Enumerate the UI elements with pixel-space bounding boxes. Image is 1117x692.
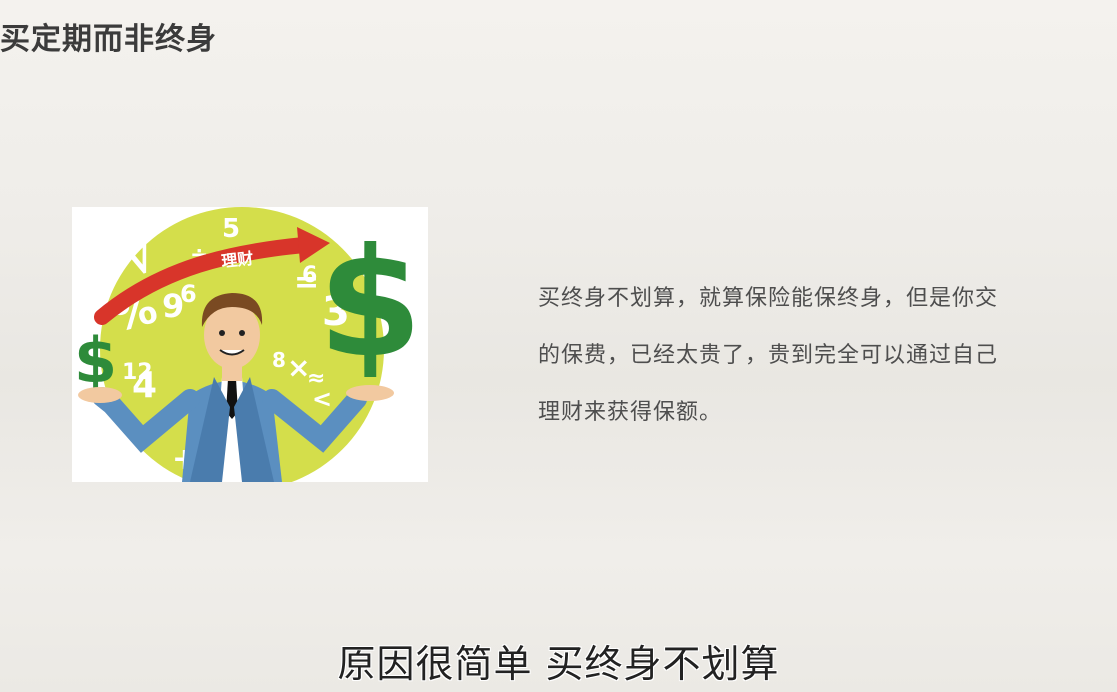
small-dollar-icon: $	[74, 324, 117, 397]
body-line-3: 理财来获得保额。	[538, 400, 723, 425]
symbol-6: 6	[180, 280, 197, 308]
right-eye	[239, 330, 245, 336]
body-line-2: 的保费，已经太贵了，贵到完全可以通过自己	[538, 343, 999, 368]
right-hand	[346, 385, 394, 401]
symbol-5: 5	[222, 214, 240, 244]
arrow-head	[297, 227, 330, 263]
man-face	[204, 301, 260, 369]
left-eye	[219, 330, 225, 336]
right-arm	[262, 389, 367, 453]
big-dollar-icon: $	[318, 217, 422, 391]
body-line-1: 买终身不划算，就算保险能保终身，但是你交	[538, 286, 999, 311]
symbol-equals: =	[294, 265, 319, 300]
symbol-3: 3	[322, 289, 350, 335]
symbol-4: 4	[132, 365, 157, 406]
growth-arrow	[94, 237, 312, 325]
suit-lapel-left	[190, 377, 230, 482]
symbol-12: 12	[122, 360, 153, 385]
man-hair	[201, 293, 263, 327]
symbol-6b: 6	[302, 263, 317, 288]
symbol-8: 8	[272, 348, 286, 372]
body-paragraph: 买终身不划算，就算保险能保终身，但是你交 的保费，已经太贵了，贵到完全可以通过自…	[538, 270, 1098, 441]
slide-title: 买定期而非终身	[0, 22, 217, 57]
suit-lapel-right	[234, 377, 274, 482]
symbol-9: 9	[162, 287, 184, 325]
left-hand	[78, 387, 122, 403]
finance-illustration-art: 5 √ ÷ % 9 6 3 = 12 4 8 × ≈ + < 6 理财 $ $	[74, 207, 422, 482]
symbol-approx: ≈	[307, 366, 325, 391]
man-smile	[219, 349, 245, 356]
symbol-lt: <	[312, 385, 332, 413]
video-subtitle: 原因很简单 买终身不划算	[337, 642, 780, 686]
arrow-label: 理财	[220, 249, 254, 271]
symbol-times: ×	[287, 351, 310, 384]
finance-illustration: 5 √ ÷ % 9 6 3 = 12 4 8 × ≈ + < 6 理财 $ $	[72, 207, 428, 482]
